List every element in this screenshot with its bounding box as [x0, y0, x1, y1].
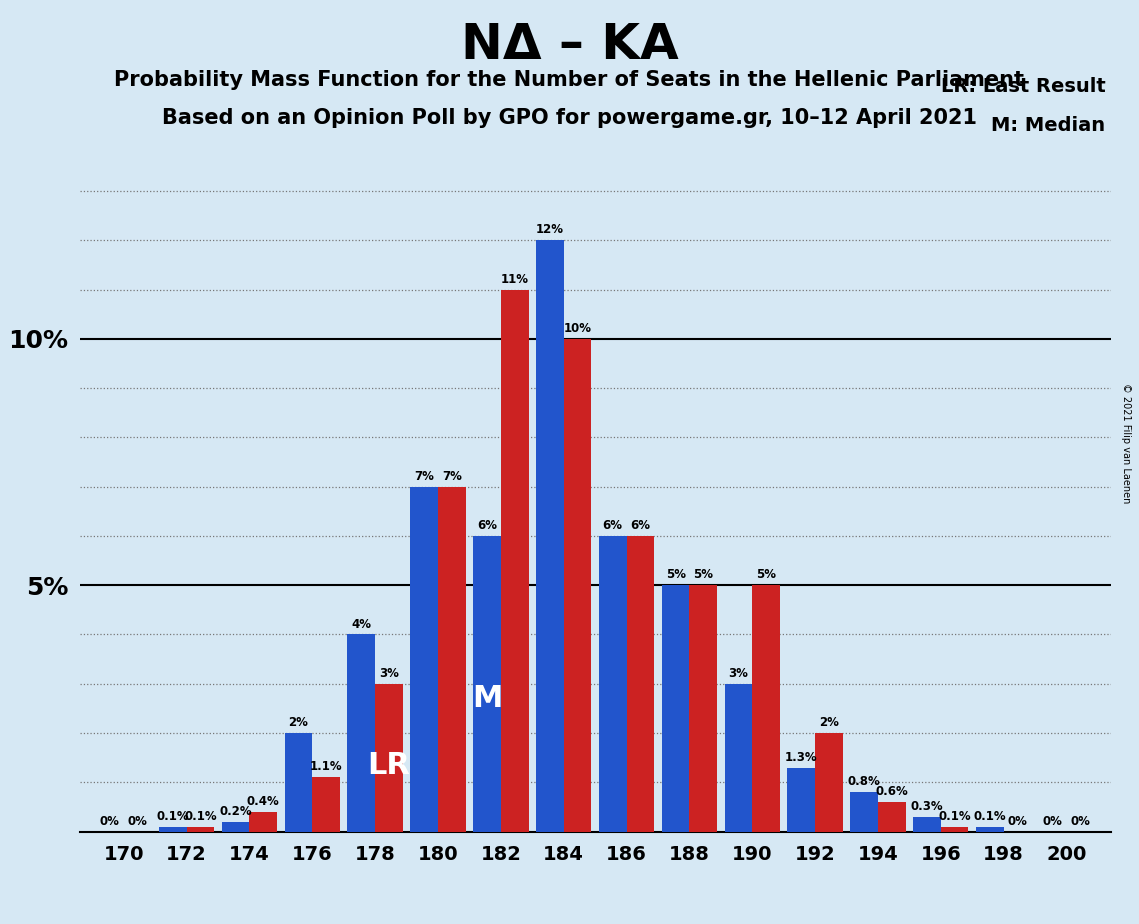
Bar: [159, 827, 187, 832]
Bar: [222, 821, 249, 832]
Text: 7%: 7%: [415, 469, 434, 482]
Bar: [941, 827, 968, 832]
Text: 0%: 0%: [100, 815, 120, 828]
Text: 0.1%: 0.1%: [974, 809, 1006, 822]
Text: LR: Last Result: LR: Last Result: [941, 77, 1105, 95]
Bar: [689, 585, 718, 832]
Text: 0.6%: 0.6%: [876, 785, 908, 798]
Text: Probability Mass Function for the Number of Seats in the Hellenic Parliament: Probability Mass Function for the Number…: [115, 70, 1024, 91]
Bar: [724, 684, 752, 832]
Text: 0.4%: 0.4%: [247, 795, 280, 808]
Text: 6%: 6%: [603, 519, 623, 532]
Text: 0.1%: 0.1%: [939, 809, 970, 822]
Text: 0.1%: 0.1%: [185, 809, 216, 822]
Bar: [501, 289, 528, 832]
Text: 6%: 6%: [477, 519, 497, 532]
Text: 10%: 10%: [564, 322, 591, 334]
Text: LR: LR: [368, 750, 410, 780]
Bar: [187, 827, 214, 832]
Text: 11%: 11%: [501, 273, 528, 286]
Text: 3%: 3%: [729, 667, 748, 680]
Text: M: M: [472, 684, 502, 713]
Bar: [787, 768, 816, 832]
Text: 5%: 5%: [665, 568, 686, 581]
Text: 0.2%: 0.2%: [220, 805, 252, 818]
Bar: [913, 817, 941, 832]
Text: 1.3%: 1.3%: [785, 750, 818, 763]
Bar: [347, 635, 375, 832]
Text: 6%: 6%: [630, 519, 650, 532]
Text: 7%: 7%: [442, 469, 461, 482]
Bar: [285, 733, 312, 832]
Bar: [473, 536, 501, 832]
Text: 5%: 5%: [694, 568, 713, 581]
Text: M: Median: M: Median: [991, 116, 1105, 136]
Bar: [851, 792, 878, 832]
Text: 0.8%: 0.8%: [847, 775, 880, 788]
Bar: [976, 827, 1003, 832]
Text: 0%: 0%: [1008, 815, 1027, 828]
Text: 5%: 5%: [756, 568, 776, 581]
Bar: [816, 733, 843, 832]
Text: 0.1%: 0.1%: [156, 809, 189, 822]
Bar: [662, 585, 689, 832]
Text: 2%: 2%: [819, 716, 839, 729]
Bar: [626, 536, 654, 832]
Text: 4%: 4%: [351, 617, 371, 630]
Text: 3%: 3%: [379, 667, 399, 680]
Text: Based on an Opinion Poll by GPO for powergame.gr, 10–12 April 2021: Based on an Opinion Poll by GPO for powe…: [162, 108, 977, 128]
Text: 0%: 0%: [128, 815, 147, 828]
Bar: [410, 487, 439, 832]
Text: NΔ – KA: NΔ – KA: [460, 21, 679, 69]
Bar: [536, 240, 564, 832]
Text: 12%: 12%: [535, 224, 564, 237]
Bar: [249, 812, 277, 832]
Text: © 2021 Filip van Laenen: © 2021 Filip van Laenen: [1122, 383, 1131, 504]
Bar: [312, 777, 339, 832]
Bar: [599, 536, 626, 832]
Bar: [375, 684, 403, 832]
Text: 1.1%: 1.1%: [310, 760, 343, 773]
Text: 0%: 0%: [1043, 815, 1063, 828]
Text: 2%: 2%: [288, 716, 309, 729]
Text: 0%: 0%: [1071, 815, 1090, 828]
Bar: [878, 802, 906, 832]
Bar: [439, 487, 466, 832]
Text: 0.3%: 0.3%: [911, 800, 943, 813]
Bar: [752, 585, 780, 832]
Bar: [564, 339, 591, 832]
